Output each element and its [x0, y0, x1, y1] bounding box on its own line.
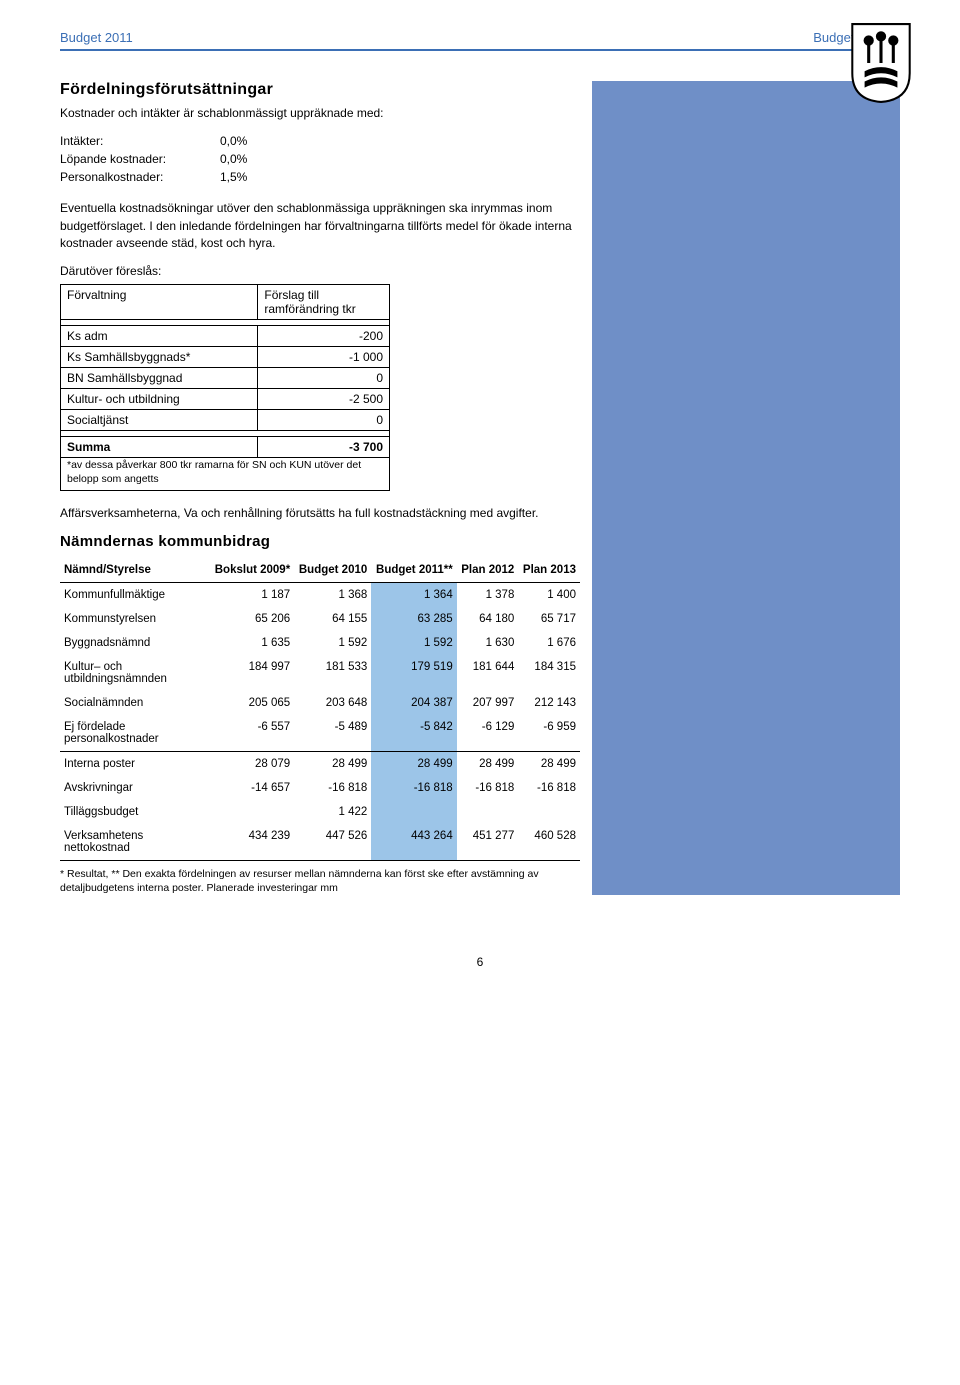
wide-table-footnote: * Resultat, ** Den exakta fördelningen a… [60, 867, 580, 895]
kv-value: 1,5% [220, 168, 247, 186]
ramforandring-table: Förvaltning Förslag till ramförändring t… [60, 284, 390, 458]
table-row: Interna poster28 07928 49928 49928 49928… [60, 751, 580, 776]
table-row: BN Samhällsbyggnad0 [61, 367, 390, 388]
intro-text: Kostnader och intäkter är schablonmässig… [60, 105, 580, 122]
table-row: Kommunfullmäktige1 1871 3681 3641 3781 4… [60, 582, 580, 607]
table-row: Avskrivningar-14 657-16 818-16 818-16 81… [60, 776, 580, 800]
table-header: Bokslut 2009* [210, 558, 294, 583]
table-row: Kommunstyrelsen65 20664 15563 28564 1806… [60, 607, 580, 631]
kommunbidrag-table: Nämnd/Styrelse Bokslut 2009* Budget 2010… [60, 558, 580, 861]
table-row: Ks adm-200 [61, 325, 390, 346]
kv-key: Intäkter: [60, 132, 220, 150]
list-item: Intäkter: 0,0% [60, 132, 580, 150]
body-paragraph: Affärsverksamheterna, Va och renhållning… [60, 505, 580, 522]
table-row: Ks Samhällsbyggnads*-1 000 [61, 346, 390, 367]
header-left: Budget 2011 [60, 30, 133, 45]
uplift-percent-list: Intäkter: 0,0% Löpande kostnader: 0,0% P… [60, 132, 580, 186]
table-row: Byggnadsnämnd1 6351 5921 5921 6301 676 [60, 631, 580, 655]
table-row: Tilläggsbudget1 422 [60, 800, 580, 824]
table-row: Kultur– och utbildningsnämnden184 997181… [60, 655, 580, 691]
kv-value: 0,0% [220, 132, 247, 150]
municipality-crest-icon [850, 22, 912, 104]
table-header: Plan 2013 [518, 558, 580, 583]
table-sum-row: Summa -3 700 [61, 436, 390, 457]
table-footnote: *av dessa påverkar 800 tkr ramarna för S… [60, 457, 390, 491]
table-row: Verksamhetens nettokostnad434 239447 526… [60, 824, 580, 861]
header-divider [60, 49, 900, 51]
table-header: Budget 2011** [371, 558, 456, 583]
side-panel [592, 81, 900, 895]
table-row: Ej fördelade personalkostnader-6 557-5 4… [60, 715, 580, 752]
page-number: 6 [60, 955, 900, 969]
proposal-label: Därutöver föreslås: [60, 263, 580, 280]
section-title-namndernas: Nämndernas kommunbidrag [60, 533, 580, 550]
table-row: Socialnämnden205 065203 648204 387207 99… [60, 691, 580, 715]
table-row: Kultur- och utbildning-2 500 [61, 388, 390, 409]
table-header: Nämnd/Styrelse [60, 558, 210, 583]
table-header: Förslag till ramförändring tkr [258, 284, 390, 319]
table-header: Budget 2010 [294, 558, 371, 583]
kv-key: Personalkostnader: [60, 168, 220, 186]
list-item: Personalkostnader: 1,5% [60, 168, 580, 186]
body-paragraph: Eventuella kostnadsökningar utöver den s… [60, 200, 580, 252]
list-item: Löpande kostnader: 0,0% [60, 150, 580, 168]
table-header: Förvaltning [61, 284, 258, 319]
section-title-fordelning: Fördelningsförutsättningar [60, 81, 580, 99]
kv-value: 0,0% [220, 150, 247, 168]
table-row: Socialtjänst0 [61, 409, 390, 430]
table-header: Plan 2012 [457, 558, 519, 583]
kv-key: Löpande kostnader: [60, 150, 220, 168]
page-header: Budget 2011 Budgetprocess [60, 30, 900, 49]
